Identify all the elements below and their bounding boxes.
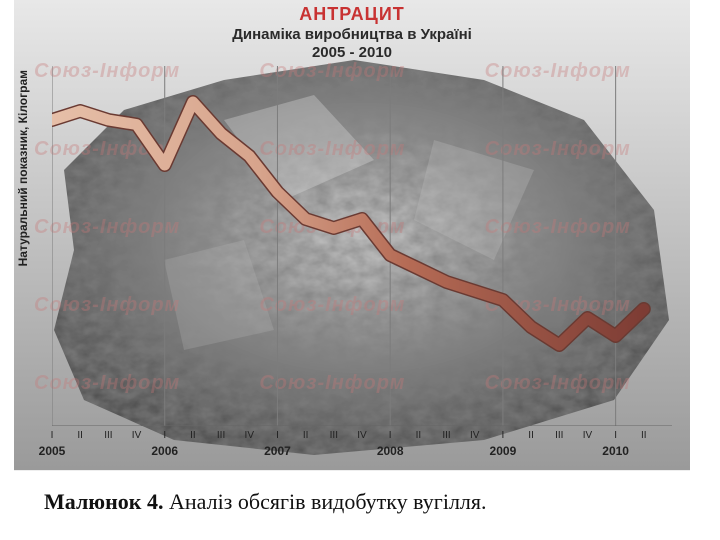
x-tick-quarter: IV	[245, 430, 254, 441]
x-tick-year: 2007	[264, 444, 291, 458]
x-tick-quarter: IV	[357, 430, 366, 441]
x-tick-quarter: II	[528, 430, 534, 441]
x-tick-year: 2008	[377, 444, 404, 458]
chart-titles: АНТРАЦИТ Динаміка виробництва в Україні …	[14, 4, 690, 62]
x-tick-quarter: I	[163, 430, 166, 441]
caption-prefix: Малюнок 4.	[44, 489, 163, 514]
x-tick-quarter: IV	[470, 430, 479, 441]
caption-text: Аналіз обсягів видобутку вугілля.	[163, 489, 486, 514]
chart-title-sub: Динаміка виробництва в Україні	[14, 26, 690, 44]
x-tick-quarter: I	[502, 430, 505, 441]
caption-band: Малюнок 4. Аналіз обсягів видобутку вугі…	[14, 470, 690, 532]
x-tick-quarter: III	[330, 430, 338, 441]
x-tick-year: 2005	[39, 444, 66, 458]
x-tick-quarter: I	[276, 430, 279, 441]
x-tick-quarter: III	[555, 430, 563, 441]
x-tick-quarter: I	[614, 430, 617, 441]
x-tick-year: 2009	[490, 444, 517, 458]
x-tick-quarter: IV	[132, 430, 141, 441]
x-tick-quarter: IV	[583, 430, 592, 441]
x-tick-quarter: III	[104, 430, 112, 441]
x-tick-quarter: I	[51, 430, 54, 441]
slide: Союз-ІнформСоюз-ІнформСоюз-ІнформСоюз-Ін…	[0, 0, 720, 540]
x-tick-quarter: II	[416, 430, 422, 441]
x-tick-quarter: III	[442, 430, 450, 441]
x-tick-quarter: II	[303, 430, 309, 441]
x-tick-year: 2010	[602, 444, 629, 458]
chart-figure: Союз-ІнформСоюз-ІнформСоюз-ІнформСоюз-Ін…	[14, 0, 690, 470]
x-tick-quarter: I	[389, 430, 392, 441]
x-tick-quarter: II	[190, 430, 196, 441]
chart-title-years: 2005 - 2010	[14, 44, 690, 62]
y-axis-label: Натуральний показник, Кілограм	[16, 70, 30, 266]
series-line	[52, 102, 644, 345]
x-tick-quarter: II	[641, 430, 647, 441]
plot-area	[52, 66, 672, 426]
x-tick-quarter: II	[77, 430, 83, 441]
x-tick-year: 2006	[151, 444, 178, 458]
x-axis-labels: IIIIIIVIIIIIIVIIIIIIVIIIIIIVIIIIIIVIII20…	[52, 430, 672, 464]
x-tick-quarter: III	[217, 430, 225, 441]
chart-title-main: АНТРАЦИТ	[14, 4, 690, 26]
figure-caption: Малюнок 4. Аналіз обсягів видобутку вугі…	[44, 489, 487, 515]
